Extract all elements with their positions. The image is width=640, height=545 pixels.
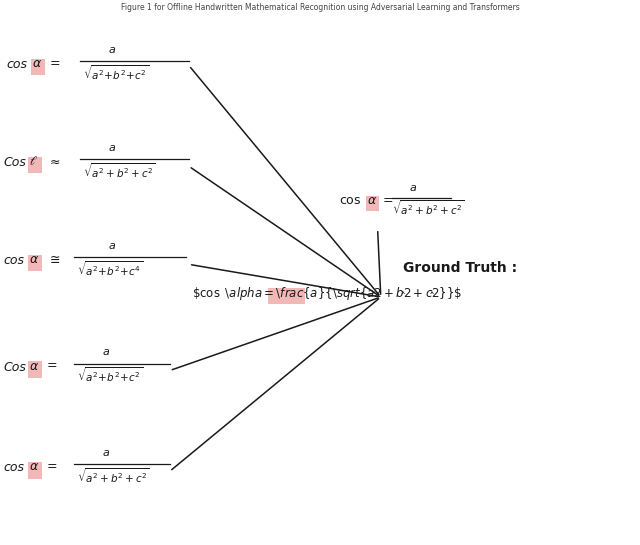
Text: $\alpha$: $\alpha$ [29, 253, 39, 267]
Bar [28, 462, 42, 479]
Text: =: = [383, 195, 394, 208]
Text: $\sqrt{a^2\!+\!b^2\!+\!c^2}$: $\sqrt{a^2\!+\!b^2\!+\!c^2}$ [83, 64, 149, 82]
Text: $\alpha$: $\alpha$ [29, 360, 39, 373]
Text: $\sqrt{a^2+b^2+c^2}$: $\sqrt{a^2+b^2+c^2}$ [392, 198, 465, 217]
Text: cos: cos [3, 462, 24, 475]
Bar [31, 59, 45, 75]
Text: $a$: $a$ [102, 448, 109, 458]
Text: $\cos$: $\cos$ [339, 195, 362, 208]
Bar [28, 361, 42, 378]
Bar [28, 157, 42, 173]
Text: $\approx$: $\approx$ [47, 155, 60, 168]
Text: $\$\cos\ \backslash alpha = \backslash frac\{a\}\{\backslash sqrt\{a\hat{}2 + b\: $\$\cos\ \backslash alpha = \backslash f… [192, 285, 462, 302]
Text: Cos: Cos [3, 156, 26, 169]
Text: $a$: $a$ [102, 347, 109, 358]
Text: $\cong$: $\cong$ [47, 253, 60, 267]
Text: $\sqrt{a^2\!+\! b^2 \!+\! c^4}$: $\sqrt{a^2\!+\! b^2 \!+\! c^4}$ [77, 260, 143, 278]
Text: Cos: Cos [3, 361, 26, 374]
Text: Figure 1 for Offline Handwritten Mathematical Recognition using Adversarial Lear: Figure 1 for Offline Handwritten Mathema… [120, 3, 520, 12]
Text: $a$: $a$ [108, 143, 116, 153]
Text: cos: cos [6, 58, 28, 71]
Text: $\sqrt{a^2 \!+\! b^2 \!+\! c^2}$: $\sqrt{a^2 \!+\! b^2 \!+\! c^2}$ [77, 366, 143, 385]
Text: =: = [47, 461, 58, 474]
Text: Ground Truth :: Ground Truth : [403, 262, 517, 276]
Text: $\alpha$: $\alpha$ [367, 195, 378, 208]
Text: $\alpha$: $\alpha$ [29, 461, 39, 474]
Bar [28, 255, 42, 271]
Text: $\mathscr{l}$: $\mathscr{l}$ [29, 155, 38, 168]
Text: =: = [47, 360, 58, 373]
Text: $\alpha$: $\alpha$ [32, 57, 42, 70]
Text: $a$: $a$ [108, 241, 116, 251]
Text: $a$: $a$ [108, 45, 116, 55]
Text: =: = [50, 57, 61, 70]
Text: cos: cos [3, 255, 24, 268]
Text: $\sqrt{a^2+b^2+c^2}$: $\sqrt{a^2+b^2+c^2}$ [83, 162, 156, 180]
Text: $\sqrt{a^2 + b^2 + c^2}$: $\sqrt{a^2 + b^2 + c^2}$ [77, 467, 150, 486]
Bar [366, 196, 379, 211]
Text: $a$: $a$ [409, 183, 417, 193]
Bar [268, 288, 305, 304]
